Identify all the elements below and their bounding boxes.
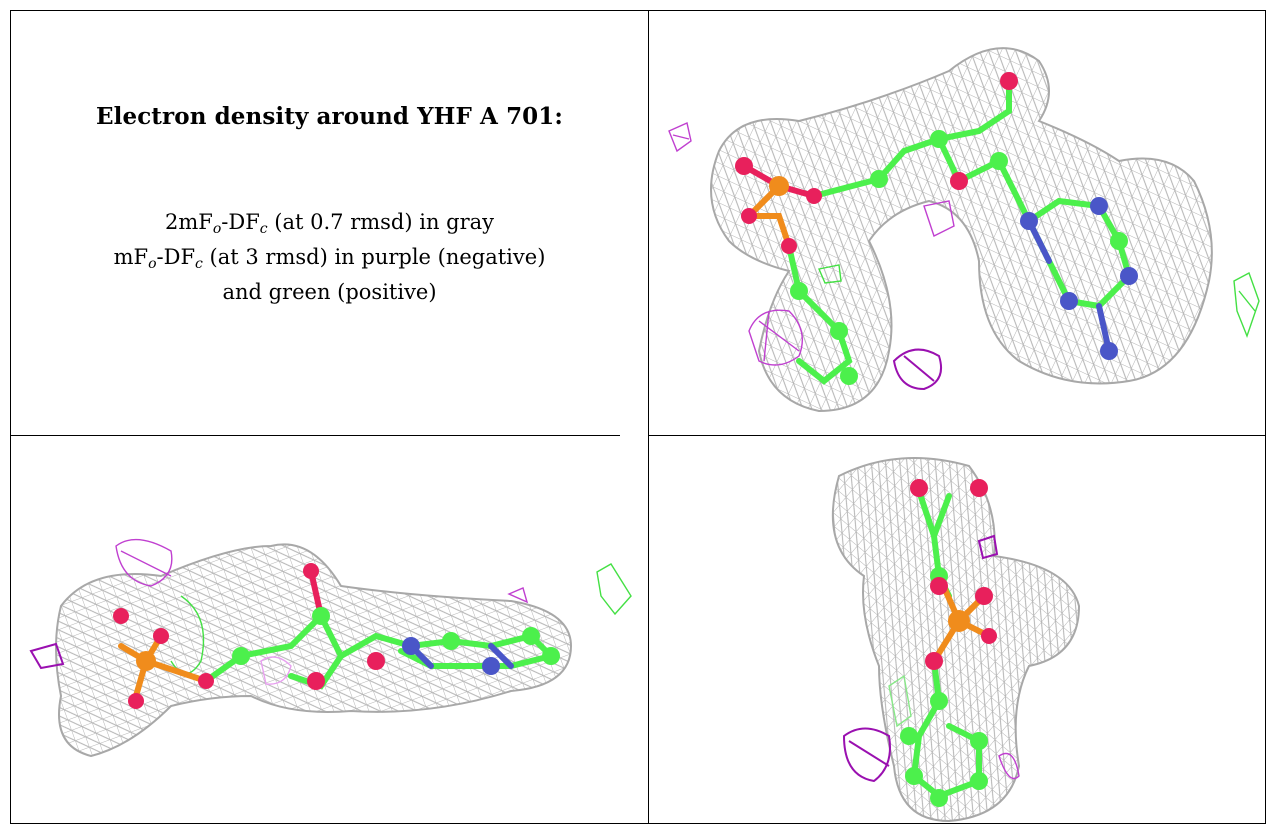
figure-frame [10,10,1266,824]
density-render-bottom-left [29,538,632,758]
gray-density-mesh [710,47,1213,413]
atom-spheres [900,479,997,807]
legend-line-fofc: mFo-DFc (at 3 rmsd) in purple (negative) [113,245,546,272]
caption-title: Electron density around YHF A 701: [96,103,563,130]
atom-spheres [113,563,560,709]
legend-line-colors: and green (positive) [222,280,437,304]
view-bottom-right [649,436,1265,823]
caption-legend: 2mFo-DFc (at 0.7 rmsd) in gray mFo-DFc (… [11,208,648,306]
legend-line-2fofc: 2mFo-DFc (at 0.7 rmsd) in gray [164,210,495,237]
gray-density-mesh [831,457,1081,823]
atom-spheres [735,72,1138,385]
grid-divider-horizontal-right [648,435,1266,436]
view-bottom-left [11,436,648,823]
density-render-bottom-right [831,457,1081,823]
view-top-right [649,11,1265,435]
gray-density-mesh [55,543,573,758]
grid-divider-vertical [648,10,649,824]
grid-divider-horizontal-left [10,435,620,436]
caption-cell: Electron density around YHF A 701: 2mFo-… [11,11,648,435]
density-render-top-right [668,47,1260,413]
